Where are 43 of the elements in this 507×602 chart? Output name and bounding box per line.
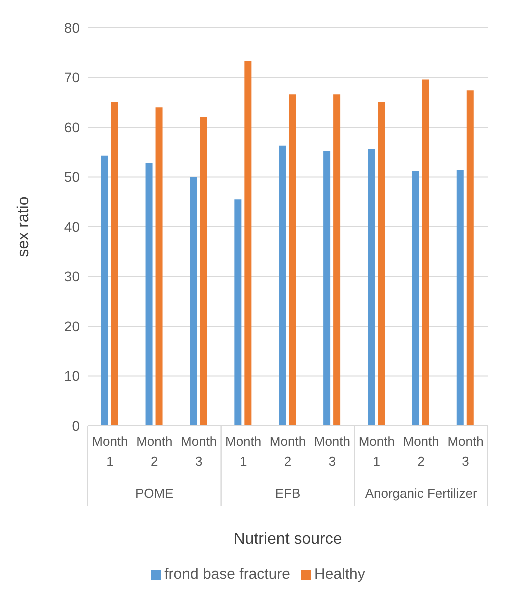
bar (234, 200, 242, 426)
x-tick-label: Month 2 (403, 434, 440, 469)
bar (324, 151, 331, 426)
y-tick-label: 20 (64, 318, 80, 334)
y-tick-label: 30 (64, 268, 80, 285)
y-tick-label: 10 (64, 368, 80, 384)
x-tick-label: Month 1 (358, 434, 395, 469)
x-tick-label: Month 1 (92, 434, 128, 469)
x-tick-label: Month 2 (270, 434, 306, 469)
x-tick-label: Month 1 (225, 434, 262, 469)
bar (279, 146, 286, 426)
bar (200, 118, 208, 426)
bar (466, 90, 474, 426)
text: Anorganic Fertilizer (365, 486, 478, 501)
x-tick-label: Month 3 (448, 434, 484, 469)
bar (412, 171, 420, 426)
x-tick-label: Month 3 (314, 434, 351, 469)
bar (244, 61, 252, 426)
bar (101, 156, 108, 426)
y-tick-label: 80 (64, 20, 80, 36)
bar (368, 149, 375, 426)
bar (289, 94, 296, 426)
y-tick-label: 60 (64, 119, 80, 136)
legend-label: Healthy (314, 566, 366, 583)
bar (190, 177, 198, 426)
y-axis-title: sex ratio (16, 196, 33, 258)
x-tick-label: Month 3 (181, 434, 218, 469)
bar (146, 163, 153, 426)
x-axis-title: Nutrient source (234, 531, 342, 548)
bar (378, 102, 385, 426)
bar (422, 80, 430, 426)
bar (456, 170, 464, 426)
text: POME (136, 486, 174, 501)
x-tick-label: Month 2 (136, 434, 173, 469)
text: EFB (275, 486, 301, 501)
bar (156, 108, 163, 426)
y-tick-label: 50 (64, 169, 80, 186)
y-tick-label: 0 (72, 418, 80, 434)
legend-label: frond base fracture (164, 566, 291, 583)
y-tick-label: 40 (64, 218, 80, 235)
y-tick-label: 70 (64, 70, 80, 86)
bar (111, 102, 118, 426)
bar (334, 94, 341, 426)
